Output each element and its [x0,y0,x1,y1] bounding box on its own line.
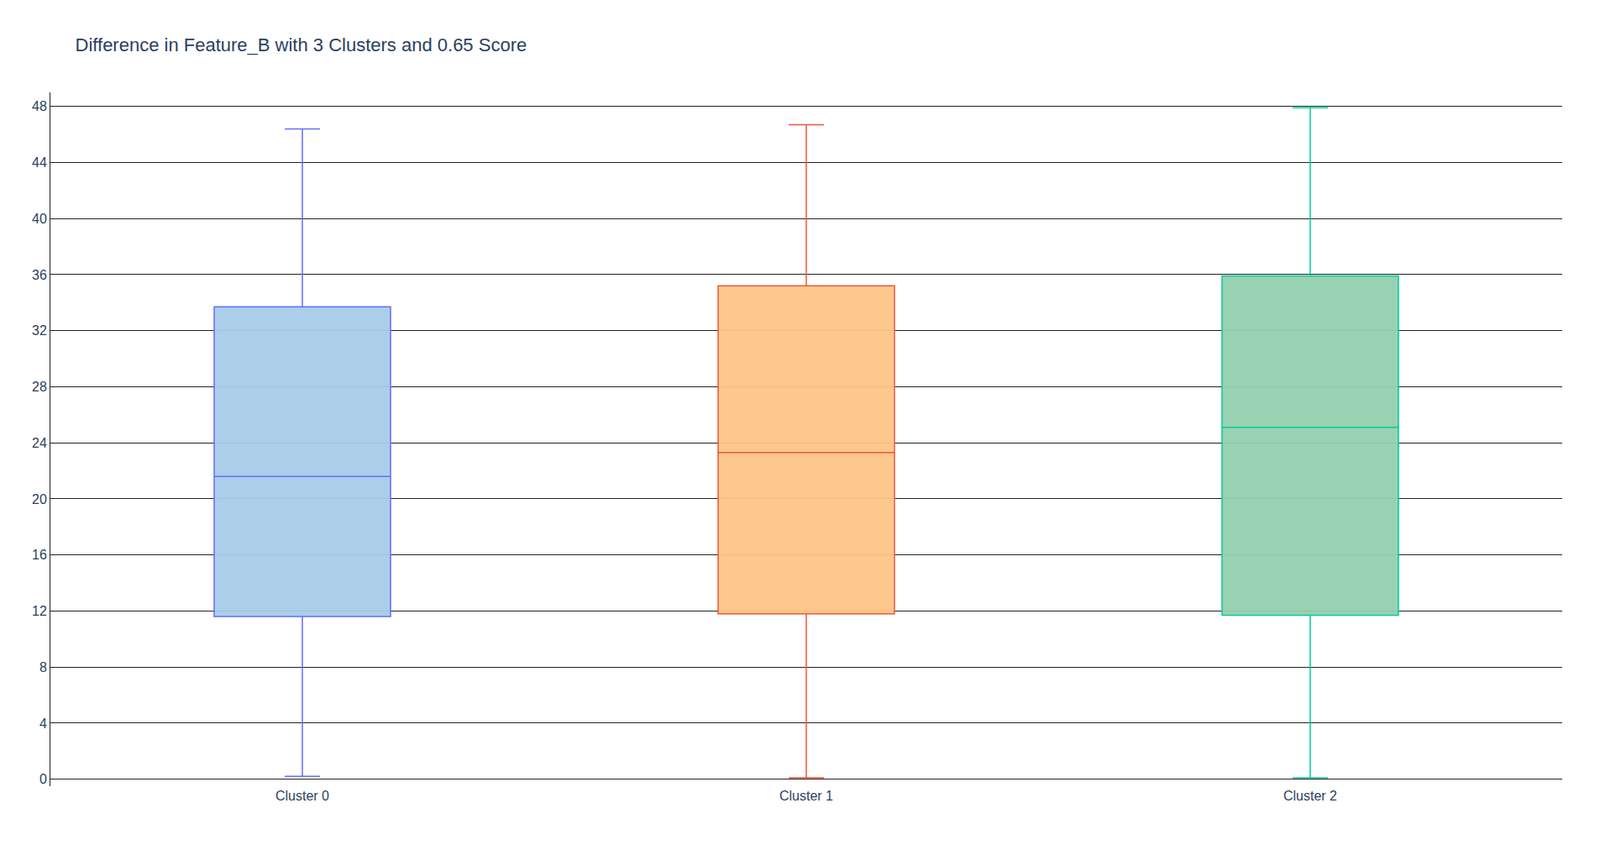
svg-text:Cluster 0: Cluster 0 [275,788,330,803]
svg-text:40: 40 [31,211,48,226]
svg-text:Cluster 1: Cluster 1 [779,788,834,803]
svg-text:16: 16 [31,547,48,562]
svg-text:44: 44 [31,155,48,170]
svg-text:24: 24 [31,435,48,451]
svg-text:20: 20 [31,492,48,507]
svg-text:12: 12 [31,603,48,619]
svg-text:36: 36 [31,267,48,283]
svg-text:4: 4 [39,716,48,731]
svg-text:8: 8 [39,660,48,675]
svg-text:Difference in Feature_B with 3: Difference in Feature_B with 3 Clusters … [75,34,528,56]
svg-text:28: 28 [31,379,48,394]
svg-text:48: 48 [31,99,48,114]
svg-text:0: 0 [39,771,48,787]
svg-text:Cluster 2: Cluster 2 [1283,788,1338,803]
svg-text:32: 32 [31,323,48,338]
